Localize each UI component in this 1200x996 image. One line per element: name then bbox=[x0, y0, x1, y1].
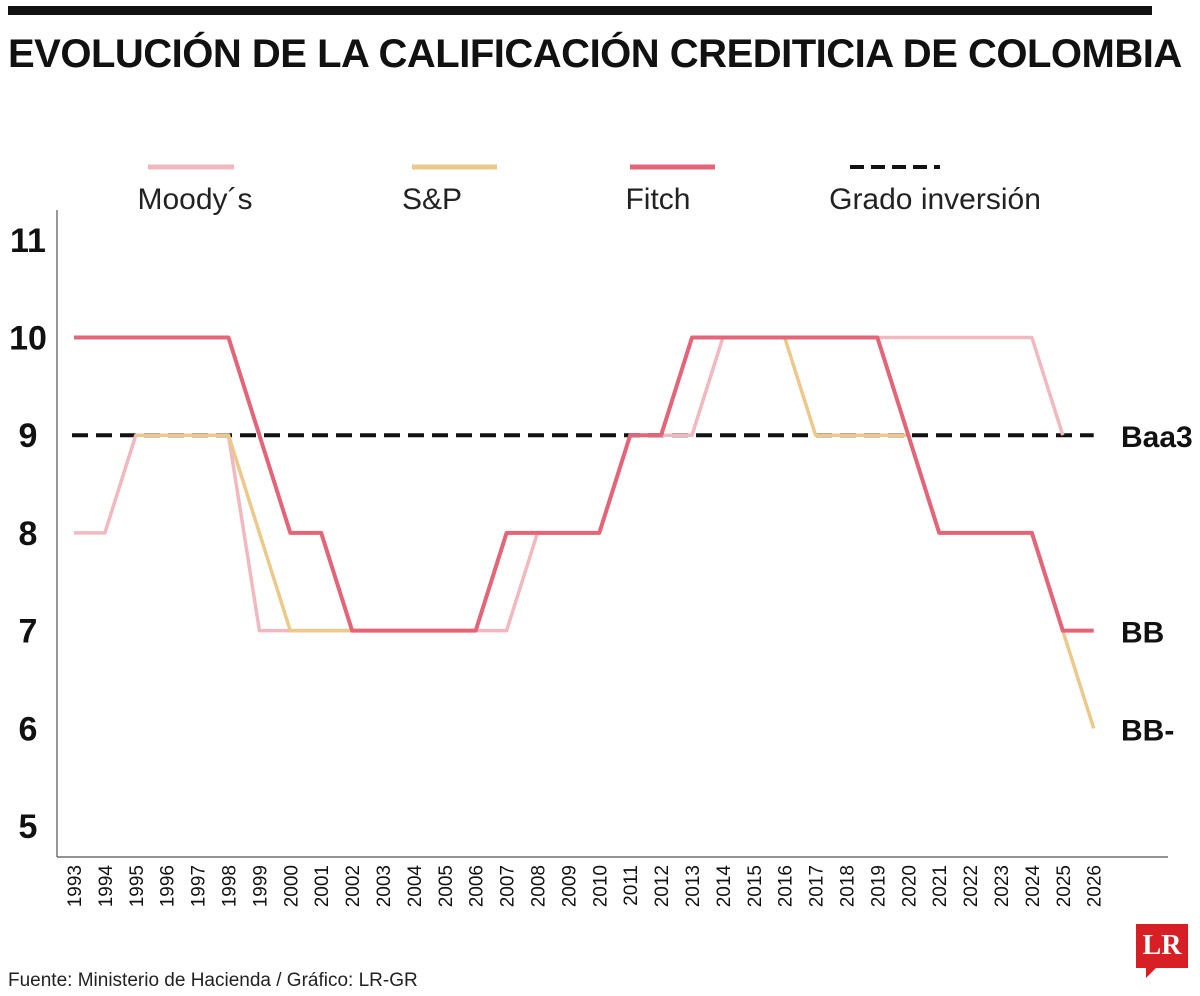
source-note: Fuente: Ministerio de Hacienda / Gráfico… bbox=[8, 970, 418, 991]
legend: Moody´s S&P Fitch Grado inversión bbox=[137, 164, 1041, 216]
x-tick-label: 2005 bbox=[436, 865, 457, 907]
series-layer bbox=[74, 335, 1096, 729]
end-label: Baa3 bbox=[1121, 421, 1193, 454]
x-tick-label: 2008 bbox=[529, 865, 550, 907]
x-tick-label: 2018 bbox=[838, 865, 859, 907]
end-label: BB bbox=[1121, 617, 1164, 650]
x-tick-label: 1994 bbox=[96, 865, 117, 908]
axes: 5 6 7 8 9 10 11 1993 1994 1995 1996 1997 1998 1999 200… bbox=[9, 210, 1168, 907]
x-tick-label: 2026 bbox=[1085, 865, 1106, 907]
x-tick-label: 2014 bbox=[714, 865, 735, 908]
x-tick-label: 2004 bbox=[405, 865, 426, 908]
y-tick-label: 9 bbox=[19, 417, 38, 455]
x-tick-label: 2006 bbox=[467, 865, 488, 907]
x-tick-label: 2019 bbox=[868, 865, 889, 907]
lr-logo: LR bbox=[1136, 924, 1188, 978]
y-tick-label: 11 bbox=[10, 222, 46, 260]
x-tick-label: 2023 bbox=[992, 865, 1013, 907]
x-tick-label: 1997 bbox=[189, 865, 210, 907]
x-tick-label: 2012 bbox=[652, 865, 673, 907]
y-tick-label: 7 bbox=[19, 613, 38, 651]
x-tick-label: 2001 bbox=[312, 865, 333, 907]
x-tick-label: 2024 bbox=[1023, 865, 1044, 908]
x-tick-label: 2016 bbox=[776, 865, 797, 907]
x-tick-label: 2015 bbox=[745, 865, 766, 907]
end-label: BB- bbox=[1121, 714, 1174, 747]
legend-label: Grado inversión bbox=[829, 183, 1041, 216]
x-tick-label: 2002 bbox=[343, 865, 364, 907]
series-line-fitch bbox=[74, 335, 1094, 633]
x-tick-label: 2020 bbox=[899, 865, 920, 907]
legend-label: Moody´s bbox=[137, 183, 252, 216]
x-tick-label: 1996 bbox=[158, 865, 179, 907]
x-tick-label: 2021 bbox=[930, 865, 951, 907]
legend-item-grado: Grado inversión bbox=[829, 165, 1041, 216]
legend-item-fitch: Fitch bbox=[625, 164, 715, 216]
legend-label: S&P bbox=[402, 183, 462, 216]
x-tick-label: 1993 bbox=[65, 865, 86, 907]
x-tick-label: 1999 bbox=[250, 865, 271, 907]
x-tick-label: 2013 bbox=[683, 865, 704, 907]
x-tick-label: 2003 bbox=[374, 865, 395, 907]
x-tick-label: 2017 bbox=[807, 865, 828, 907]
x-tick-label: 2000 bbox=[281, 865, 302, 907]
x-tick-label: 1995 bbox=[127, 865, 148, 907]
x-tick-label: 2010 bbox=[590, 865, 611, 907]
y-tick-label: 8 bbox=[19, 515, 38, 553]
y-tick-label: 5 bbox=[19, 808, 38, 846]
y-tick-label: 6 bbox=[19, 710, 38, 748]
x-tick-label: 2011 bbox=[621, 865, 642, 906]
legend-item-moodys: Moody´s bbox=[137, 164, 253, 216]
x-tick-label: 1998 bbox=[220, 865, 241, 907]
series-line-moodys bbox=[74, 335, 1065, 633]
legend-label: Fitch bbox=[625, 183, 690, 216]
x-tick-label: 2025 bbox=[1054, 865, 1075, 907]
legend-item-sp: S&P bbox=[402, 164, 497, 216]
y-tick-label: 10 bbox=[9, 320, 47, 358]
top-rule bbox=[8, 6, 1152, 15]
x-tick-label: 2007 bbox=[498, 865, 519, 907]
x-tick-label: 2022 bbox=[961, 865, 982, 907]
chart-title: EVOLUCIÓN DE LA CALIFICACIÓN CREDITICIA … bbox=[8, 32, 1182, 76]
x-tick-label: 2009 bbox=[559, 865, 580, 907]
end-labels: Baa3 BB BB- bbox=[1121, 421, 1193, 747]
